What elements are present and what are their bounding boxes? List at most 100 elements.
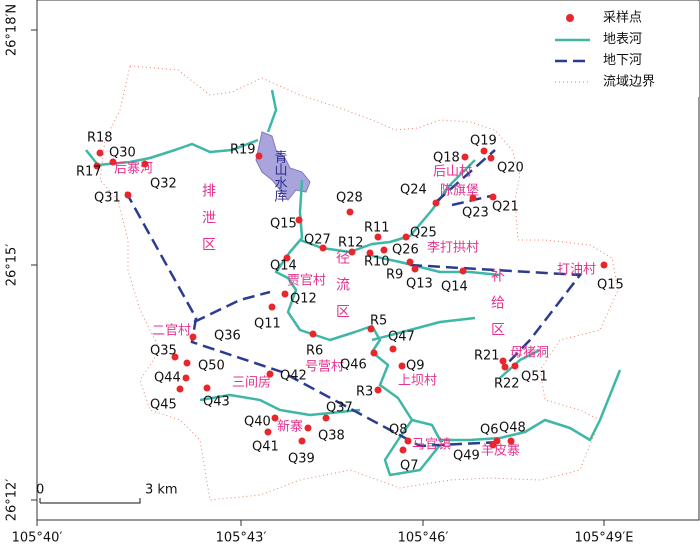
surface-river: [371, 254, 501, 277]
sample-point: [600, 261, 608, 269]
place-label: 马官镇: [412, 437, 451, 453]
sample-label: Q19: [470, 134, 497, 149]
sample-point: [469, 194, 477, 202]
sample-point: [309, 330, 317, 338]
sample-point: [281, 290, 289, 298]
sample-label: Q40: [244, 415, 271, 430]
sample-point: [203, 384, 211, 392]
sample-point: [96, 149, 104, 157]
sample-point: [298, 437, 306, 445]
sample-point: [367, 325, 375, 333]
sample-point: [268, 303, 276, 311]
sample-label: Q28: [336, 191, 363, 206]
sample-point: [461, 153, 469, 161]
surface-river: [266, 89, 278, 133]
sample-label: Q32: [150, 177, 177, 192]
sample-point: [141, 160, 149, 168]
sample-point: [346, 208, 354, 216]
sample-label: Q39: [288, 452, 315, 467]
sample-label: R22: [494, 377, 520, 392]
sample-label: Q25: [410, 226, 437, 241]
sample-label: Q8: [389, 423, 408, 438]
sample-point: [182, 374, 190, 382]
x-coord-label: 105°49′E: [574, 531, 633, 546]
place-label: 母猪洞: [510, 346, 549, 361]
reservoir-label: 青山水库: [272, 150, 288, 203]
sample-label: R21: [474, 349, 500, 364]
sample-label: Q7: [400, 459, 419, 474]
sample-label: R17: [76, 165, 102, 180]
sample-point: [399, 446, 407, 454]
sample-point: [402, 233, 410, 241]
region-label: 径流区: [334, 250, 350, 331]
sample-label: Q47: [388, 330, 415, 345]
sample-point: [432, 199, 440, 207]
place-label: 三间房: [232, 375, 271, 391]
y-coord-label: 26°18′N: [5, 4, 20, 56]
sample-label: Q27: [304, 233, 331, 248]
sample-label: Q35: [150, 344, 177, 359]
legend-label: 采样点: [603, 11, 642, 26]
y-coord-label: 26°12′: [5, 479, 20, 522]
region-label: 补给区: [489, 268, 505, 349]
sample-point: [501, 363, 509, 371]
sample-label: Q14: [270, 259, 297, 274]
sample-point: [374, 386, 382, 394]
place-label: 二官村: [152, 323, 191, 339]
sample-point: [304, 424, 312, 432]
sample-label: Q20: [497, 161, 524, 176]
sample-label: R9: [386, 268, 403, 283]
sample-label: Q38: [318, 429, 345, 444]
sample-point: [322, 414, 330, 422]
sample-label: Q13: [406, 277, 433, 292]
sample-label: Q48: [499, 421, 526, 436]
sample-point: [370, 349, 378, 357]
surface-river: [371, 316, 476, 342]
watershed-boundary: [99, 65, 619, 501]
sample-label: Q26: [392, 243, 419, 258]
y-coord-label: 26°15′: [5, 244, 20, 287]
frame-ticks: [31, 29, 605, 526]
sample-point: [499, 357, 507, 365]
sample-label: Q31: [94, 191, 121, 206]
sample-label: Q44: [154, 371, 181, 386]
scale-label: 0: [36, 483, 44, 498]
sample-point: [366, 249, 374, 257]
sample-label: Q21: [492, 200, 519, 215]
sample-point: [264, 428, 272, 436]
sample-label: Q43: [203, 395, 230, 410]
place-label: 李打拱村: [427, 241, 479, 256]
sample-label: R19: [230, 143, 256, 158]
sample-point: [511, 362, 519, 370]
sample-point: [380, 246, 388, 254]
sample-label: Q36: [214, 329, 241, 344]
legend-label: 流域边界: [603, 74, 655, 89]
sample-point: [404, 437, 412, 445]
sample-label: Q6: [480, 423, 499, 438]
legend-box: [556, 1, 699, 97]
surface-river: [274, 179, 622, 442]
sample-label: Q15: [270, 217, 297, 232]
place-label: 打油村: [557, 263, 596, 278]
sample-label: Q23: [462, 206, 489, 221]
sample-point: [189, 333, 197, 341]
place-label: 陈旗堡: [440, 183, 479, 199]
sample-point: [480, 147, 488, 155]
legend-label: 地下河: [603, 53, 642, 68]
sample-label: Q15: [597, 278, 624, 293]
sample-point: [183, 359, 191, 367]
sample-label: Q18: [433, 151, 460, 166]
legend-label: 地表河: [603, 32, 642, 47]
underground-river: [124, 191, 501, 448]
underground-river: [435, 149, 496, 203]
sample-point: [398, 362, 406, 370]
x-coord-label: 105°46′: [398, 531, 449, 546]
sample-label: Q42: [280, 369, 307, 384]
reservoir: [255, 131, 311, 201]
legend-dot: [566, 14, 574, 22]
sample-label: Q49: [453, 449, 480, 464]
place-label: 贾官村: [287, 273, 326, 289]
x-coord-label: 105°40′: [12, 531, 63, 546]
sample-point: [93, 162, 101, 170]
